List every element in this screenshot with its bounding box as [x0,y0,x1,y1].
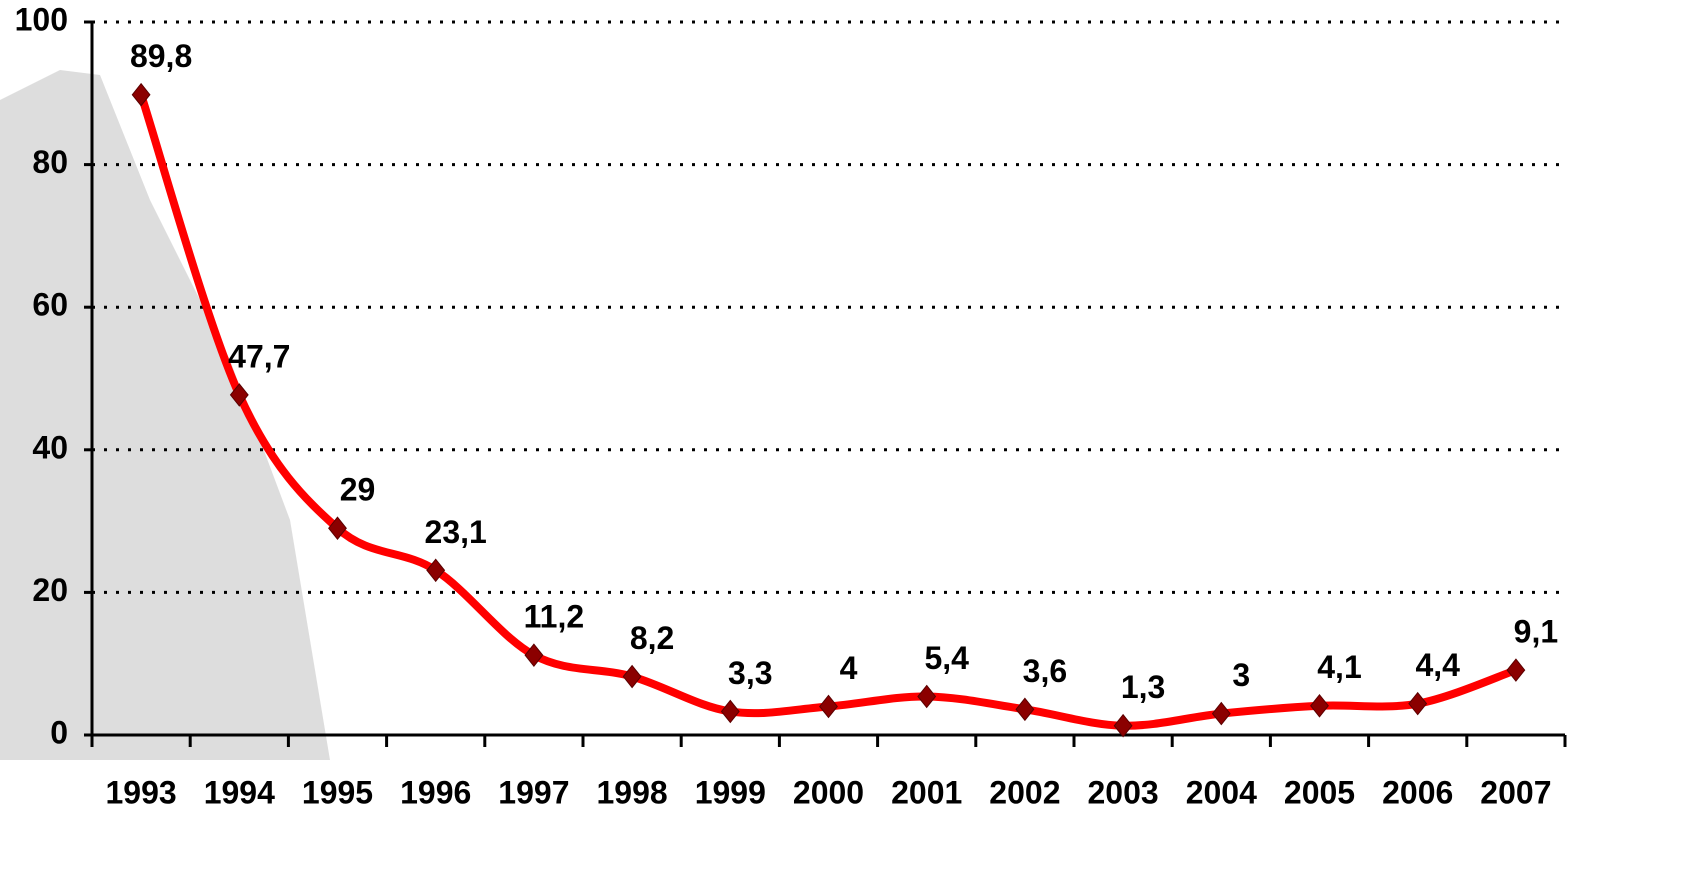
data-label: 3,3 [728,655,772,691]
marker [131,82,151,107]
marker [229,383,249,407]
marker [917,684,937,709]
data-label: 5,4 [924,640,969,676]
data-label: 8,2 [630,620,674,656]
data-label: 11,2 [524,599,585,635]
x-tick-label: 2001 [891,774,962,810]
data-label: 3,6 [1023,653,1067,689]
data-label: 1,3 [1121,669,1165,705]
x-tick-label: 1995 [302,774,373,810]
data-label: 23,1 [425,514,487,550]
x-tick-label: 1994 [204,774,275,810]
x-tick-label: 1997 [498,774,569,810]
marker [720,699,740,724]
marker [1506,658,1526,682]
marker [1211,701,1231,726]
x-tick-label: 2006 [1382,774,1453,810]
y-tick-label: 100 [15,1,68,37]
marker [1015,697,1035,722]
line [137,93,1518,730]
data-label: 9,1 [1514,614,1558,650]
marker [1113,713,1133,738]
data-label: 29 [340,472,376,508]
background-decoration [0,70,330,760]
x-tick-label: 1993 [106,774,177,810]
marker [1408,691,1428,716]
x-tick-label: 2004 [1186,774,1257,810]
y-tick-label: 80 [32,144,68,180]
data-label: 3 [1232,657,1250,693]
data-label: 4,4 [1415,647,1460,683]
marker [622,664,642,689]
y-tick-label: 60 [32,287,68,323]
data-label: 4,1 [1317,649,1361,685]
y-tick-label: 40 [32,429,68,465]
data-label: 89,8 [130,38,192,74]
x-tick-label: 2000 [793,774,864,810]
data-label: 47,7 [228,338,290,374]
marker [426,558,446,583]
x-tick-label: 1998 [597,774,668,810]
marker [1310,693,1329,718]
x-tick-label: 2007 [1480,774,1551,810]
data-label: 4 [840,650,858,686]
marker [819,694,838,719]
x-tick-label: 2003 [1088,774,1159,810]
marker [328,516,347,541]
x-tick-label: 1999 [695,774,766,810]
x-tick-label: 2005 [1284,774,1355,810]
y-tick-label: 20 [32,572,68,608]
marker [524,643,544,667]
x-tick-label: 1996 [400,774,471,810]
x-tick-label: 2002 [989,774,1060,810]
y-tick-label: 0 [50,714,68,750]
